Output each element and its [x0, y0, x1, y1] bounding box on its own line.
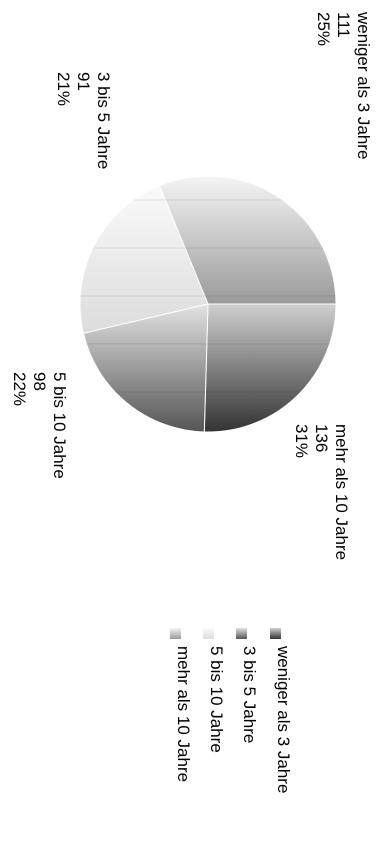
legend-swatch — [270, 628, 281, 639]
legend: weniger als 3 Jahre 3 bis 5 Jahre 5 bis 10… — [170, 628, 293, 793]
slice-percent-label: 22% — [10, 372, 29, 406]
legend-label: mehr als 10 Jahre — [174, 646, 193, 782]
pie-slices — [79, 175, 337, 433]
legend-label: 5 bis 10 Jahre — [207, 646, 226, 753]
slice-value-label: 98 — [30, 372, 49, 391]
slice-name-label: weniger als 3 Jahre — [354, 11, 373, 159]
slice-name-label: 3 bis 5 Jahre — [94, 72, 113, 169]
slice-value-label: 111 — [334, 12, 353, 38]
slice-percent-label: 31% — [292, 424, 311, 458]
pie-slice — [79, 184, 209, 334]
legend-swatch — [203, 628, 214, 639]
legend-swatch — [170, 628, 181, 639]
slice-name-label: mehr als 10 Jahre — [332, 424, 351, 560]
slice-name-label: 5 bis 10 Jahre — [50, 372, 69, 479]
pie-slice — [82, 303, 209, 433]
pie-shading-lines — [80, 199, 336, 393]
slice-percent-label: 25% — [314, 12, 333, 46]
legend-label: weniger als 3 Jahre — [274, 645, 293, 793]
slice-value-label: 91 — [74, 72, 93, 91]
pie-slice — [158, 175, 337, 305]
legend-swatch — [236, 628, 247, 639]
slice-percent-label: 21% — [54, 72, 73, 106]
slice-value-label: 136 — [312, 424, 331, 452]
pie-slice — [203, 303, 337, 433]
legend-label: 3 bis 5 Jahre — [240, 646, 259, 743]
